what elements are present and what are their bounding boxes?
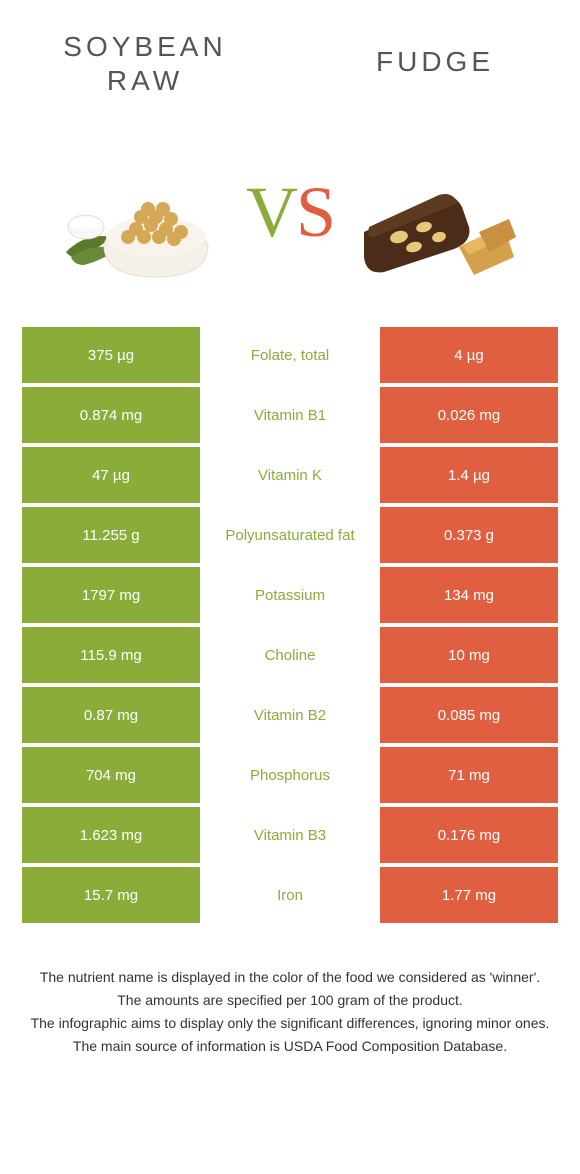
nutrient-row: 375 µgFolate, total4 µg [22, 327, 558, 383]
nutrient-label: Vitamin B2 [200, 687, 380, 743]
vs-row: VS [0, 117, 580, 307]
header-row: SOYBEAN RAW FUDGE [0, 0, 580, 117]
nutrient-row: 704 mgPhosphorus71 mg [22, 747, 558, 803]
nutrient-label: Vitamin K [200, 447, 380, 503]
food-image-right [344, 137, 524, 287]
nutrient-row: 0.874 mgVitamin B10.026 mg [22, 387, 558, 443]
value-right: 10 mg [380, 627, 558, 683]
nutrient-label: Folate, total [200, 327, 380, 383]
footer-line-2: The amounts are specified per 100 gram o… [30, 990, 550, 1011]
footer-line-1: The nutrient name is displayed in the co… [30, 967, 550, 988]
value-right: 0.085 mg [380, 687, 558, 743]
value-right: 0.176 mg [380, 807, 558, 863]
nutrient-label: Phosphorus [200, 747, 380, 803]
value-left: 704 mg [22, 747, 200, 803]
value-left: 1797 mg [22, 567, 200, 623]
nutrient-table: 375 µgFolate, total4 µg0.874 mgVitamin B… [0, 307, 580, 923]
value-right: 1.4 µg [380, 447, 558, 503]
value-right: 71 mg [380, 747, 558, 803]
value-left: 47 µg [22, 447, 200, 503]
value-left: 0.87 mg [22, 687, 200, 743]
food-image-left [56, 137, 236, 287]
footer-line-4: The main source of information is USDA F… [30, 1036, 550, 1057]
value-left: 0.874 mg [22, 387, 200, 443]
nutrient-label: Polyunsaturated fat [200, 507, 380, 563]
nutrient-label: Choline [200, 627, 380, 683]
food-title-left: SOYBEAN RAW [0, 10, 290, 97]
nutrient-label: Iron [200, 867, 380, 923]
footer-notes: The nutrient name is displayed in the co… [0, 927, 580, 1057]
value-left: 1.623 mg [22, 807, 200, 863]
vs-label: VS [246, 171, 334, 254]
nutrient-label: Vitamin B1 [200, 387, 380, 443]
value-left: 375 µg [22, 327, 200, 383]
fudge-icon [344, 137, 524, 287]
vs-v: V [246, 172, 296, 252]
value-right: 0.373 g [380, 507, 558, 563]
soybean-icon [56, 137, 236, 287]
nutrient-row: 1797 mgPotassium134 mg [22, 567, 558, 623]
nutrient-label: Potassium [200, 567, 380, 623]
nutrient-row: 11.255 gPolyunsaturated fat0.373 g [22, 507, 558, 563]
value-left: 11.255 g [22, 507, 200, 563]
nutrient-row: 115.9 mgCholine10 mg [22, 627, 558, 683]
nutrient-label: Vitamin B3 [200, 807, 380, 863]
nutrient-row: 47 µgVitamin K1.4 µg [22, 447, 558, 503]
value-right: 134 mg [380, 567, 558, 623]
nutrient-row: 0.87 mgVitamin B20.085 mg [22, 687, 558, 743]
vs-s: S [296, 172, 334, 252]
value-right: 4 µg [380, 327, 558, 383]
food-title-right: FUDGE [290, 10, 580, 97]
footer-line-3: The infographic aims to display only the… [30, 1013, 550, 1034]
value-right: 0.026 mg [380, 387, 558, 443]
nutrient-row: 15.7 mgIron1.77 mg [22, 867, 558, 923]
value-left: 115.9 mg [22, 627, 200, 683]
nutrient-row: 1.623 mgVitamin B30.176 mg [22, 807, 558, 863]
value-left: 15.7 mg [22, 867, 200, 923]
value-right: 1.77 mg [380, 867, 558, 923]
